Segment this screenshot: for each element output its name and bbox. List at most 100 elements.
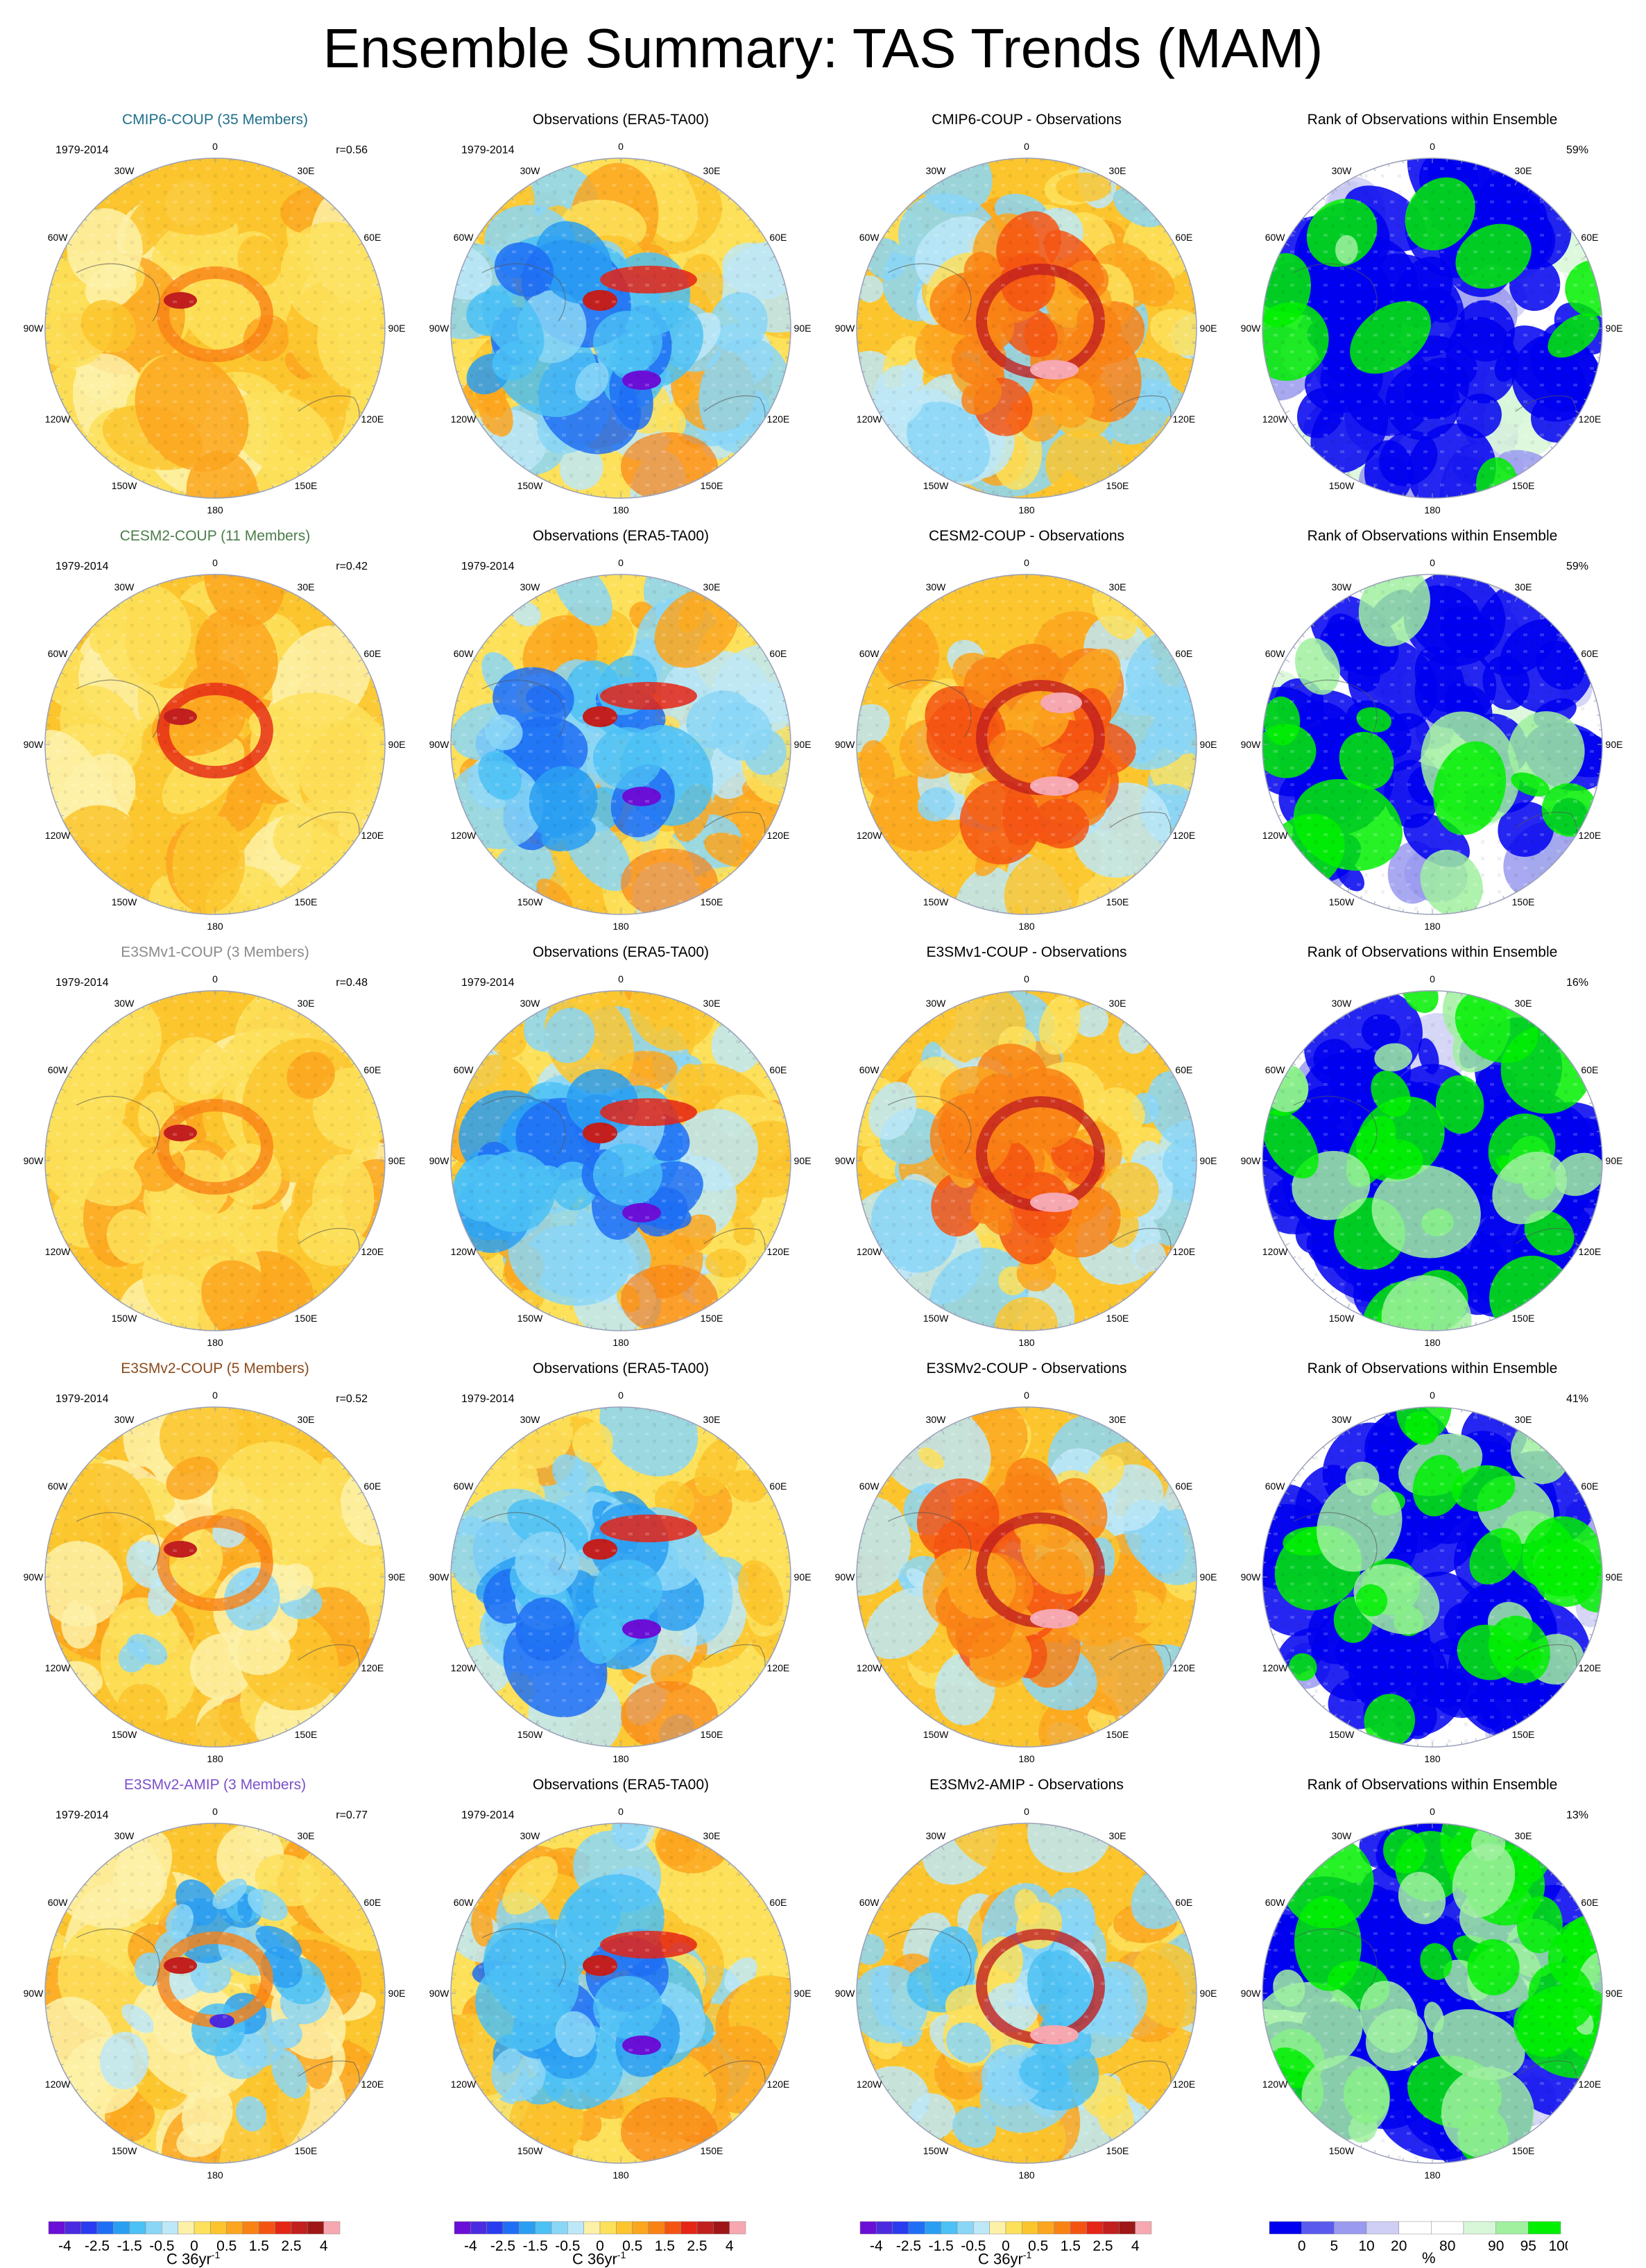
longitude-label: 120W	[45, 413, 71, 425]
diff-map	[832, 130, 1221, 512]
obs-panel-title: Observations (ERA5-TA00)	[427, 527, 815, 545]
period-label: 1979-2014	[461, 144, 515, 157]
model-map	[21, 963, 409, 1345]
longitude-label: 0	[1430, 141, 1435, 152]
longitude-label: 60E	[1175, 232, 1192, 243]
longitude-label: 90E	[1606, 1988, 1623, 1999]
colorbar-swatch	[1119, 2222, 1135, 2234]
colorbar-units-exponent: -1	[617, 2249, 626, 2260]
longitude-label: 60E	[363, 232, 381, 243]
period-label: 1979-2014	[461, 977, 515, 989]
longitude-label: 180	[1018, 1337, 1034, 1348]
colorbar-swatch	[470, 2222, 486, 2234]
colorbar-tick-label: 1.5	[249, 2238, 269, 2254]
colorbar-tick-label: 10	[1358, 2238, 1374, 2254]
longitude-label: 90E	[388, 739, 406, 750]
longitude-label: 150W	[112, 1313, 137, 1324]
longitude-label: 30E	[1109, 998, 1126, 1009]
longitude-label: 60W	[48, 1064, 68, 1075]
colorbar-swatch	[1038, 2222, 1054, 2234]
longitude-label: 30E	[1515, 165, 1532, 176]
longitude-label: 90W	[835, 1988, 855, 1999]
longitude-label: 120E	[1579, 1246, 1602, 1257]
longitude-label: 30W	[114, 581, 135, 592]
correlation-label: r=0.56	[336, 144, 368, 157]
longitude-label: 90E	[388, 1155, 406, 1166]
colorbar-swatch	[454, 2222, 470, 2234]
longitude-label: 150W	[923, 1729, 949, 1740]
longitude-label: 120E	[1173, 2079, 1196, 2090]
model-panel-title: E3SMv2-AMIP (3 Members)	[21, 1776, 409, 1794]
longitude-label: 60W	[1265, 1064, 1285, 1075]
longitude-label: 120E	[1579, 2079, 1602, 2090]
colorbar-tick-label: 80	[1439, 2238, 1455, 2254]
longitude-label: 150W	[112, 896, 137, 907]
longitude-label: 30E	[298, 165, 315, 176]
longitude-label: 120W	[857, 413, 882, 425]
longitude-label: 90E	[1200, 1155, 1217, 1166]
longitude-label: 90W	[835, 1155, 855, 1166]
longitude-label: 30E	[298, 998, 315, 1009]
obs-map	[427, 1796, 815, 2177]
longitude-label: 0	[212, 1806, 218, 1817]
longitude-label: 120E	[1579, 413, 1602, 425]
longitude-label: 90E	[1606, 739, 1623, 750]
longitude-label: 150W	[112, 480, 137, 491]
longitude-label: 90W	[24, 1571, 44, 1583]
longitude-label: 0	[212, 1390, 218, 1401]
rank-percent-label: 59%	[1566, 561, 1588, 573]
diff-field	[832, 963, 1221, 1345]
colorbar-swatch	[194, 2222, 210, 2234]
longitude-label: 90W	[429, 323, 449, 334]
longitude-label: 90E	[1606, 1155, 1623, 1166]
longitude-label: 60W	[1265, 1897, 1285, 1908]
longitude-label: 90W	[429, 1571, 449, 1583]
longitude-label: 90E	[1200, 739, 1217, 750]
longitude-label: 30W	[1332, 998, 1352, 1009]
colorbar-swatch	[697, 2222, 713, 2234]
longitude-label: 150E	[295, 2145, 318, 2156]
colorbar-swatch	[291, 2222, 307, 2234]
longitude-label: 150E	[1512, 1313, 1535, 1324]
colorbar-swatch	[990, 2222, 1006, 2234]
longitude-label: 120E	[767, 1246, 790, 1257]
colorbar-swatch	[1496, 2222, 1529, 2234]
longitude-label: 0	[1024, 141, 1029, 152]
longitude-label: 90E	[794, 323, 812, 334]
colorbar-units-text: C 36yr	[166, 2250, 212, 2267]
longitude-label: 150E	[295, 1313, 318, 1324]
rank-panel-title: Rank of Observations within Ensemble	[1238, 527, 1627, 545]
longitude-label: 0	[618, 1806, 624, 1817]
colorbar-swatch	[1022, 2222, 1038, 2234]
longitude-label: 180	[612, 921, 628, 932]
diff-field	[832, 130, 1221, 512]
longitude-label: 120E	[361, 2079, 384, 2090]
rank-panel-title: Rank of Observations within Ensemble	[1238, 1776, 1627, 1794]
model-panel-title: CESM2-COUP (11 Members)	[21, 527, 409, 545]
longitude-label: 180	[612, 1337, 628, 1348]
longitude-label: 30W	[114, 1414, 135, 1425]
model-panel-title: E3SMv2-COUP (5 Members)	[21, 1360, 409, 1378]
longitude-label: 150W	[1329, 2145, 1355, 2156]
period-label: 1979-2014	[55, 1393, 109, 1406]
longitude-label: 30E	[703, 998, 721, 1009]
longitude-label: 120W	[45, 2079, 71, 2090]
longitude-label: 60E	[1581, 232, 1598, 243]
longitude-label: 120W	[857, 830, 882, 841]
longitude-label: 180	[1018, 921, 1034, 932]
colorbar-swatch	[519, 2222, 535, 2234]
longitude-label: 90E	[794, 1571, 812, 1583]
obs-map	[427, 1379, 815, 1761]
longitude-label: 150E	[701, 1313, 723, 1324]
obs-field	[427, 963, 815, 1345]
longitude-label: 180	[207, 2169, 223, 2181]
colorbar-tick-label: 95	[1520, 2238, 1536, 2254]
colorbar-units-label: C 36yr-1	[166, 2249, 220, 2268]
colorbar-swatch	[681, 2222, 697, 2234]
